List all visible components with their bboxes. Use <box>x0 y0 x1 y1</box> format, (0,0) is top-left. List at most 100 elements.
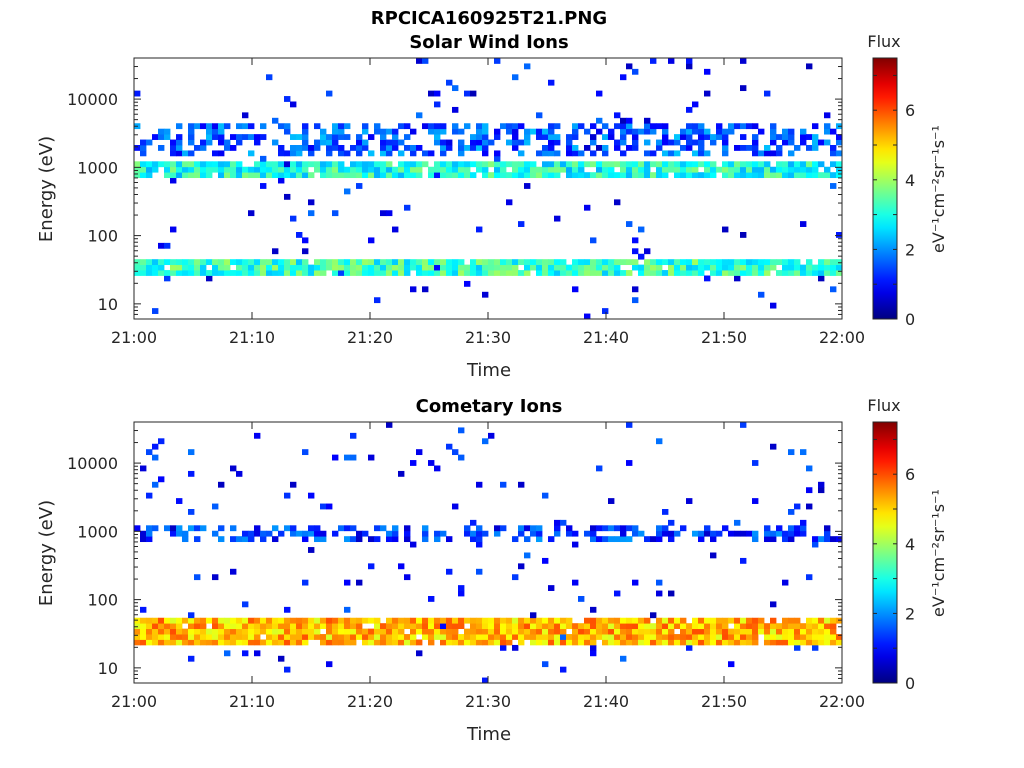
spectrogram-cell <box>368 172 375 179</box>
spectrogram-cell <box>620 634 627 640</box>
spectrogram-cell <box>176 530 183 537</box>
spectrogram-cell <box>164 270 171 276</box>
spectrogram-cell <box>236 134 243 140</box>
spectrogram-cell <box>578 623 585 630</box>
spectrogram-cell <box>494 128 501 135</box>
spectrogram-cell <box>350 259 357 266</box>
spectrogram-cell <box>734 123 741 130</box>
spectrogram-cell <box>362 139 369 146</box>
spectrogram-cell <box>602 150 609 157</box>
spectrogram-cell <box>248 123 255 130</box>
spectrogram-cell <box>752 150 759 157</box>
spectrogram-cell <box>146 166 153 173</box>
spectrogram-cell <box>686 145 693 151</box>
spectrogram-cell <box>182 628 189 635</box>
spectrogram-cell <box>434 90 441 97</box>
spectrogram-cell <box>752 259 759 266</box>
spectrogram-cell <box>596 465 603 472</box>
spectrogram-cell <box>284 161 291 168</box>
spectrogram-cell <box>584 172 591 179</box>
spectrogram-cell <box>578 172 585 179</box>
spectrogram-cell <box>692 530 699 537</box>
spectrogram-cell <box>182 264 189 271</box>
spectrogram-cell <box>572 623 579 630</box>
spectrogram-cell <box>260 166 267 173</box>
spectrogram-cell <box>632 264 639 271</box>
spectrogram-cell <box>452 123 459 130</box>
spectrogram-cell <box>614 112 621 119</box>
spectrogram-cell <box>638 634 645 640</box>
spectrogram-cell <box>782 128 789 135</box>
spectrogram-cell <box>260 536 267 543</box>
spectrogram-cell <box>290 623 297 630</box>
spectrogram-cell <box>632 172 639 179</box>
spectrogram-cell <box>332 172 339 179</box>
spectrogram-cell <box>266 259 273 266</box>
spectrogram-cell <box>482 628 489 635</box>
spectrogram-cell <box>836 270 843 276</box>
spectrogram-cell <box>380 639 387 646</box>
spectrogram-cell <box>152 166 159 173</box>
spectrogram-cell <box>668 519 675 526</box>
spectrogram-cell <box>602 308 609 314</box>
spectrogram-cell <box>338 172 345 179</box>
spectrogram-cell <box>632 634 639 640</box>
spectrogram-cell <box>782 264 789 271</box>
spectrogram-cell <box>560 639 567 646</box>
spectrogram-cell <box>320 536 327 543</box>
spectrogram-cell <box>536 628 543 635</box>
spectrogram-cell <box>530 264 537 271</box>
spectrogram-cell <box>134 172 141 179</box>
spectrogram-cell <box>782 579 789 586</box>
spectrogram-cell <box>248 536 255 543</box>
spectrogram-cell <box>362 259 369 266</box>
spectrogram-cell <box>704 128 711 135</box>
spectrogram-cell <box>734 275 741 282</box>
spectrogram-cell <box>614 628 621 635</box>
spectrogram-cell <box>686 123 693 130</box>
spectrogram-cell <box>614 145 621 151</box>
spectrogram-cell <box>218 139 225 146</box>
spectrogram-cell <box>326 172 333 179</box>
spectrogram-cell <box>830 150 837 157</box>
spectrogram-cell <box>278 123 285 130</box>
spectrogram-cell <box>716 259 723 266</box>
spectrogram-cell <box>800 525 807 532</box>
spectrogram-cell <box>740 270 747 276</box>
spectrogram-cell <box>308 172 315 179</box>
spectrogram-cell <box>176 623 183 630</box>
spectrogram-cell <box>710 264 717 271</box>
spectrogram-cell <box>596 172 603 179</box>
spectrogram-cell <box>476 541 483 548</box>
spectrogram-cell <box>722 172 729 179</box>
spectrogram-cell <box>572 161 579 168</box>
spectrogram-cell <box>530 128 537 135</box>
spectrogram-cell <box>410 161 417 168</box>
spectrogram-cell <box>494 161 501 168</box>
spectrogram-cell <box>836 166 843 173</box>
spectrogram-cell <box>524 172 531 179</box>
spectrogram-cell <box>146 530 153 537</box>
spectrogram-cell <box>326 661 333 668</box>
spectrogram-cell <box>434 536 441 543</box>
spectrogram-cell <box>332 139 339 146</box>
spectrogram-cell <box>830 145 837 151</box>
spectrogram-cell <box>500 264 507 271</box>
spectrogram-cell <box>704 264 711 271</box>
spectrogram-cell <box>446 139 453 146</box>
spectrogram-cell <box>488 639 495 646</box>
spectrogram-cell <box>758 264 765 271</box>
spectrogram-cell <box>800 634 807 640</box>
spectrogram-cell <box>344 150 351 157</box>
spectrogram-cell <box>356 628 363 635</box>
spectrogram-cell <box>596 270 603 276</box>
spectrogram-cell <box>680 639 687 646</box>
spectrogram-cell <box>650 623 657 630</box>
spectrogram-cell <box>728 661 735 668</box>
spectrogram-cell <box>374 628 381 635</box>
spectrogram-cell <box>614 139 621 146</box>
y-tick-label: 10000 <box>67 454 118 473</box>
spectrogram-cell <box>278 259 285 266</box>
